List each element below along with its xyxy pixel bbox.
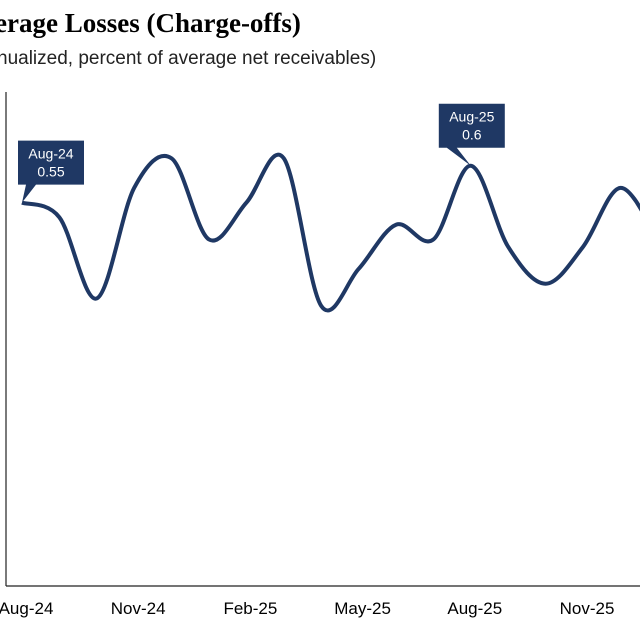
x-tick-label: Aug-24 bbox=[0, 599, 53, 618]
annotation-label: Aug-25 bbox=[449, 109, 494, 125]
annotation-value: 0.6 bbox=[462, 127, 482, 143]
line bbox=[21, 153, 640, 313]
annotation-value: 0.55 bbox=[37, 164, 64, 180]
chart-subtitle: nualized, percent of average net receiva… bbox=[0, 48, 376, 69]
chart-title: erage Losses (Charge-offs) bbox=[0, 8, 301, 38]
x-tick-label: Feb-25 bbox=[223, 599, 277, 618]
annotation-label: Aug-24 bbox=[28, 146, 73, 162]
x-tick-label: Nov-24 bbox=[111, 599, 166, 618]
x-tick-label: May-25 bbox=[334, 599, 391, 618]
x-tick-label: Aug-25 bbox=[447, 599, 502, 618]
annotation-box bbox=[18, 140, 84, 203]
x-tick-label: Nov-25 bbox=[560, 599, 615, 618]
annotation-box bbox=[438, 103, 505, 166]
